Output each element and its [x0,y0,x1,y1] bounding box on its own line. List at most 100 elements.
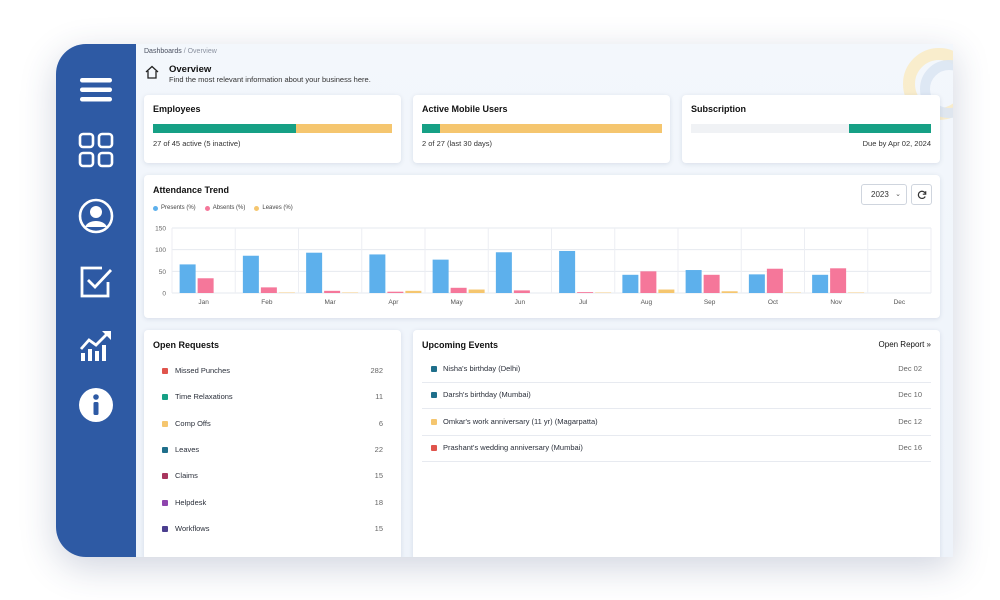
y-tick-label: 150 [155,226,166,233]
dashboard-grid-icon[interactable] [78,132,114,168]
employees-active-segment [153,124,297,133]
subscription-progress-bar [691,124,931,133]
legend-item-presents[interactable]: Presents (%) [153,205,196,211]
request-count: 282 [370,366,383,375]
event-color-marker [431,392,437,399]
refresh-button[interactable] [911,184,932,205]
request-label: Leaves [175,444,200,454]
request-color-marker [162,368,168,374]
subscription-title: Subscription [691,104,747,114]
request-count: 22 [374,444,383,454]
chevron-down-icon: ⌄ [895,191,901,198]
request-row[interactable]: Claims 15 [153,469,392,485]
bar-absents-feb [260,287,277,293]
open-requests-card: Open Requests Missed Punches 282 Time Rela… [144,330,401,557]
employees-remaining-segment [296,124,392,133]
user-profile-icon[interactable] [78,198,114,234]
bar-leaves-aug [658,289,675,293]
employees-note: 27 of 45 active (5 inactive) [153,139,241,148]
info-icon[interactable] [78,387,114,423]
request-color-marker [162,446,168,453]
bar-absents-mar [324,290,341,293]
request-row[interactable]: Workflows 15 [153,522,392,538]
event-row[interactable]: Darsh's birthday (Mumbai) Dec 10 [422,383,931,410]
bar-presents-mar [306,252,323,293]
y-tick-label: 0 [162,291,166,298]
bar-presents-feb [242,255,259,293]
bar-presents-jun [495,252,512,293]
event-row[interactable]: Prashant's wedding anniversary (Mumbai) D… [422,436,931,462]
bar-absents-nov [830,268,847,293]
legend-label-leaves: Leaves (%) [262,205,293,211]
bar-absents-oct [766,268,783,293]
x-tick-label: May [450,299,463,306]
attendance-chart: 0 50 100 150 Jan Feb Mar Apr May Jun Jul Aug Sep Oct N… [155,226,932,306]
event-label: Omkar's work anniversary (11 yr) (Magarp… [443,416,598,426]
employees-card[interactable]: Employees 27 of 45 active (5 inactive) [144,95,401,163]
x-tick-label: Sep [704,299,716,306]
open-report-link[interactable]: Open Report » [878,340,931,349]
event-row[interactable]: Nisha's birthday (Delhi) Dec 02 [422,357,931,383]
bar-absents-sep [703,274,720,293]
x-tick-label: Nov [830,299,842,306]
chart-legend: Presents (%) Absents (%) Leaves (%) [153,205,293,211]
x-tick-label: Jun [515,299,526,306]
x-tick-label: Jan [198,299,209,306]
main-content: Dashboards / Overview Overview Find the … [136,44,953,557]
subscription-card[interactable]: Subscription Due by Apr 02, 2024 [682,95,940,163]
mobile-users-card[interactable]: Active Mobile Users 2 of 27 (last 30 day… [413,95,670,163]
analytics-chart-icon[interactable] [78,327,114,363]
year-select[interactable]: 2023 ⌄ [861,184,907,205]
bar-absents-may [450,287,467,293]
x-tick-label: Oct [768,299,778,306]
request-count: 15 [374,523,383,533]
bar-absents-apr [387,291,404,293]
bar-presents-jul [559,250,576,293]
x-tick-label: Apr [388,299,399,306]
request-color-marker [162,525,168,532]
bar-absents-jul [577,292,594,293]
request-row[interactable]: Leaves 22 [153,443,392,459]
subscription-remaining-segment [849,124,931,133]
request-count: 15 [374,471,383,481]
attendance-card: Attendance Trend Presents (%) Absents (%… [144,175,940,318]
request-color-marker [162,394,168,401]
mobile-users-progress-bar [422,124,662,133]
request-color-marker [162,499,168,506]
request-row[interactable]: Comp Offs 6 [153,417,392,433]
event-label: Nisha's birthday (Delhi) [443,364,521,373]
bar-presents-aug [622,274,639,293]
tasks-check-icon[interactable] [78,264,114,300]
mobile-users-active-segment [422,124,440,133]
request-row[interactable]: Missed Punches 282 [153,364,392,380]
breadcrumb-current: Overview [187,48,217,55]
upcoming-events-title: Upcoming Events [422,340,499,350]
employees-title: Employees [153,104,201,114]
legend-item-absents[interactable]: Absents (%) [204,205,246,211]
home-icon[interactable] [144,64,160,80]
mobile-users-title: Active Mobile Users [422,104,508,114]
subscription-note: Due by Apr 02, 2024 [862,139,931,148]
app-window: Dashboards / Overview Overview Find the … [56,44,953,557]
request-row[interactable]: Time Relaxations 11 [153,390,392,406]
legend-item-leaves[interactable]: Leaves (%) [254,205,293,211]
event-date: Dec 02 [898,364,922,373]
event-date: Dec 16 [898,442,922,452]
event-row[interactable]: Omkar's work anniversary (11 yr) (Magarp… [422,410,931,436]
page-subtitle: Find the most relevant information about… [169,75,371,84]
sidebar [56,44,136,557]
menu-icon[interactable] [78,72,114,108]
legend-dot-absents [204,205,210,211]
request-count: 6 [378,418,383,428]
mobile-users-note: 2 of 27 (last 30 days) [422,139,493,148]
breadcrumb-root[interactable]: Dashboards [144,48,182,55]
legend-label-absents: Absents (%) [212,205,246,211]
y-tick-label: 50 [159,269,167,276]
legend-label-presents: Presents (%) [161,205,196,211]
request-row[interactable]: Helpdesk 18 [153,496,392,512]
breadcrumb: Dashboards / Overview [144,48,217,55]
x-tick-label: Dec [894,299,906,306]
request-label: Workflows [175,523,210,533]
bar-absents-jun [513,290,530,293]
event-label: Prashant's wedding anniversary (Mumbai) [443,442,583,452]
